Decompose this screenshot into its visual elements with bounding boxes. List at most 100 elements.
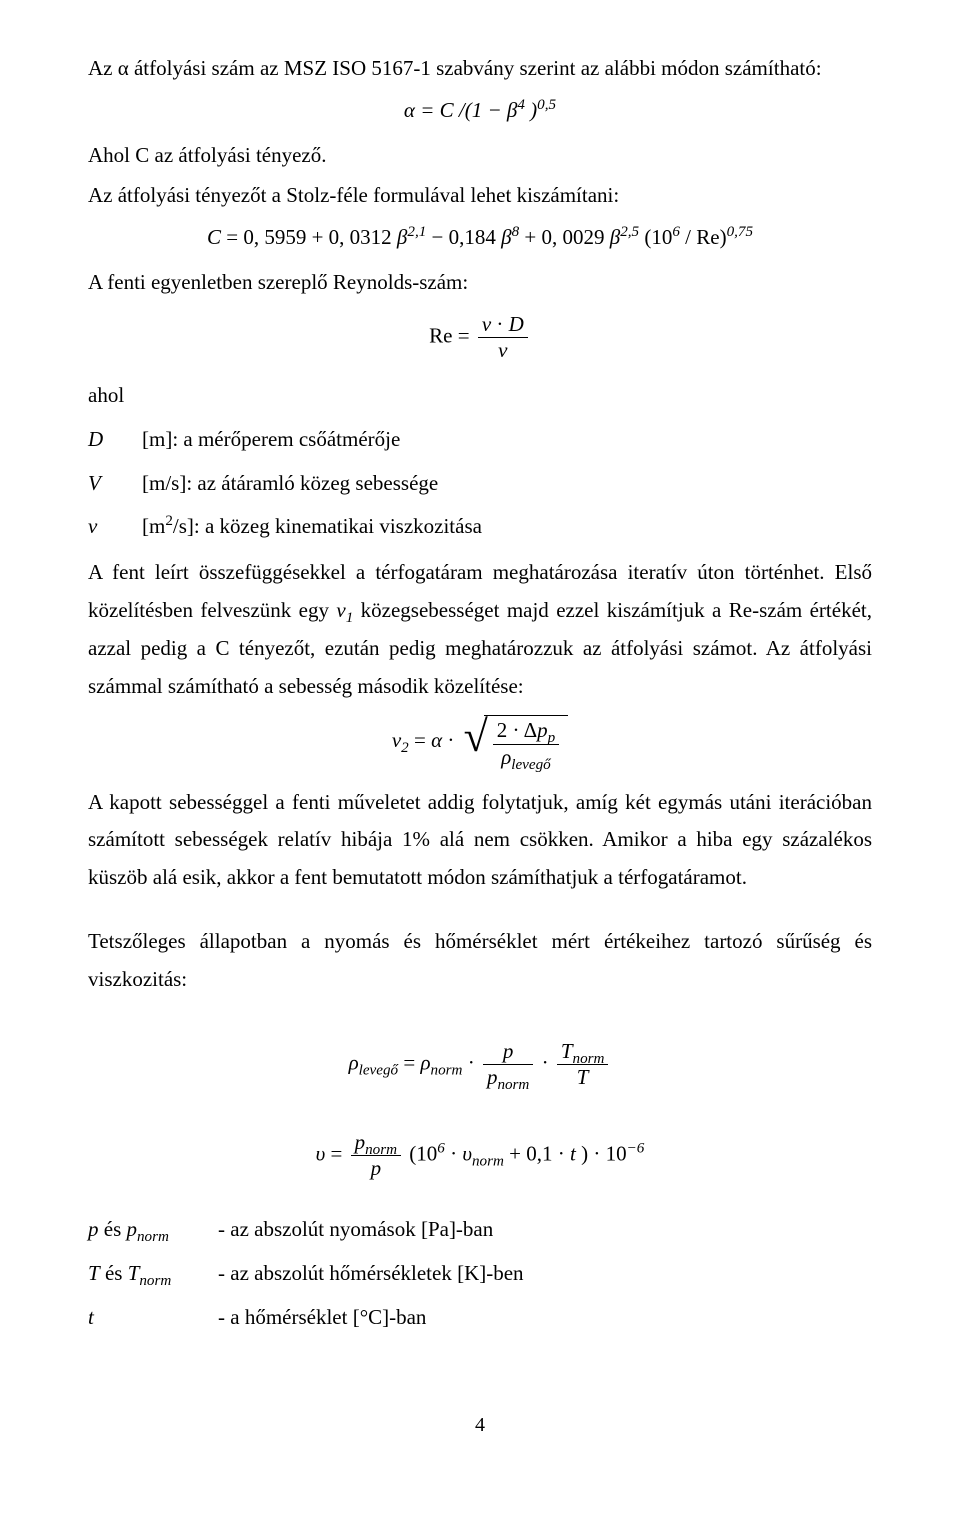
def-T-sym: T és Tnorm: [88, 1255, 218, 1293]
sym-v1-v: v: [336, 598, 345, 622]
ups-t: t: [570, 1142, 576, 1166]
var-D-symbol: D: [88, 421, 142, 459]
ups-sym: υ: [316, 1142, 326, 1166]
def-p: p és pnorm - az abszolút nyomások [Pa]-b…: [88, 1211, 872, 1249]
paragraph-iterative: A fent leírt összefüggésekkel a térfogat…: [88, 554, 872, 705]
var-row-V: V [m/s]: az átáramló közeg sebessége: [88, 465, 872, 503]
upsn-sym: υ: [462, 1142, 472, 1166]
exp-05: 0,5: [537, 97, 556, 113]
def-p-desc: - az abszolút nyomások [Pa]-ban: [218, 1211, 872, 1249]
sym-beta-1: β: [397, 225, 407, 249]
def-T-desc: - az abszolút hőmérsékletek [K]-ben: [218, 1255, 872, 1293]
page: Az α átfolyási szám az MSZ ISO 5167-1 sz…: [0, 0, 960, 1483]
def-T-Tn: T: [128, 1261, 140, 1285]
var-nu-symbol: ν: [88, 508, 142, 546]
re-den: ν: [478, 338, 528, 363]
dot: ·: [496, 312, 503, 336]
v2-num-2d: 2 · Δ: [497, 718, 537, 742]
rho-dot1: ·: [468, 1050, 480, 1074]
v2-dot: ·: [447, 728, 459, 752]
formula-rho: ρlevegő = ρnorm · p pnorm · Tnorm T: [88, 1039, 872, 1090]
rho-frac1-den: pnorm: [483, 1065, 533, 1090]
rho-eq: =: [403, 1050, 420, 1074]
var-V-symbol: V: [88, 465, 142, 503]
pn-sub: norm: [497, 1077, 529, 1093]
v2-frac: 2 · Δpp ρlevegő: [493, 718, 559, 769]
v2-sub: 2: [401, 741, 409, 757]
ups-e6: 6: [437, 1141, 445, 1157]
variable-list: D [m]: a mérőperem csőátmérője V [m/s]: …: [88, 421, 872, 546]
def-t: t - a hőmérséklet [°C]-ban: [88, 1299, 872, 1337]
sym-beta-2: β: [501, 225, 511, 249]
def-T-T: T: [88, 1261, 100, 1285]
ups-plus: + 0,1 ·: [509, 1142, 570, 1166]
ups-close: ) · 10: [581, 1142, 627, 1166]
paragraph-alpha-intro: Az α átfolyási szám az MSZ ISO 5167-1 sz…: [88, 50, 872, 88]
rho-frac2-num: Tnorm: [557, 1039, 609, 1065]
ups-open: (10: [409, 1142, 437, 1166]
exp-25: 2,5: [620, 224, 639, 240]
formula-reynolds: Re = v · D ν: [88, 312, 872, 363]
def-p-sym: p és pnorm: [88, 1211, 218, 1249]
formula-alpha: α = C /(1 − β4 )0,5: [88, 98, 872, 123]
exp-4: 4: [517, 97, 525, 113]
rho-frac1-num: p: [483, 1039, 533, 1065]
stolz-d: + 0, 0029: [524, 225, 604, 249]
T-sym: T: [557, 1065, 609, 1090]
def-T: T és Tnorm - az abszolút hőmérsékletek […: [88, 1255, 872, 1293]
exp-6: 6: [672, 224, 680, 240]
v2-alpha: α: [431, 728, 442, 752]
stolz-a: = 0, 5959 + 0, 0312: [226, 225, 391, 249]
ups-frac: pnorm p: [351, 1130, 401, 1181]
def-T-and: és: [100, 1261, 128, 1285]
var-row-D: D [m]: a mérőperem csőátmérője: [88, 421, 872, 459]
formula-v2: v2 = α · √ 2 · Δpp ρlevegő: [88, 715, 872, 769]
re-num: v · D: [478, 312, 528, 338]
ups-em6: −6: [627, 1141, 645, 1157]
paragraph-c-def: Ahol C az átfolyási tényező.: [88, 137, 872, 175]
re-frac: v · D ν: [478, 312, 528, 363]
paragraph-stolz: Az átfolyási tényezőt a Stolz-féle formu…: [88, 177, 872, 215]
nu-desc-sup: 2: [165, 513, 173, 529]
sym-D: D: [509, 312, 524, 336]
paragraph-state: Tetszőleges állapotban a nyomás és hőmér…: [88, 923, 872, 999]
re-label: Re =: [429, 323, 469, 347]
var-V-desc: [m/s]: az átáramló közeg sebessége: [142, 465, 872, 503]
rho-dot2: ·: [542, 1050, 554, 1074]
rhon-sym: ρ: [420, 1050, 430, 1074]
sym-beta: β: [507, 98, 517, 122]
v2-den-rho: ρ: [501, 745, 511, 769]
stolz-f: / Re): [685, 225, 726, 249]
v2-den: ρlevegő: [493, 745, 559, 770]
pn-sym: p: [487, 1065, 498, 1089]
stolz-e: (10: [644, 225, 672, 249]
def-p-pn: p: [127, 1217, 138, 1241]
def-p-pn-sub: norm: [137, 1230, 169, 1246]
ups-mid: ·: [450, 1142, 462, 1166]
v2-eq: =: [414, 728, 431, 752]
upsn-sub: norm: [472, 1154, 504, 1170]
var-nu-desc: [m2/s]: a közeg kinematikai viszkozitása: [142, 508, 872, 546]
sym-alpha: α: [404, 98, 415, 122]
def-p-and: és: [99, 1217, 127, 1241]
def-p-p: p: [88, 1217, 99, 1241]
rho-sym: ρ: [349, 1050, 359, 1074]
def-T-Tn-sub: norm: [139, 1273, 171, 1289]
v2-v: v: [392, 728, 401, 752]
sym-C2: C: [207, 225, 221, 249]
v2-den-sub: levegő: [511, 757, 550, 773]
v2-sqrt: √ 2 · Δpp ρlevegő: [464, 715, 569, 769]
exp-075: 0,75: [727, 224, 753, 240]
word-ahol: ahol: [88, 377, 872, 415]
rho-frac2: Tnorm T: [557, 1039, 609, 1090]
def-t-sym: t: [88, 1299, 218, 1337]
nu-desc-pre: [m: [142, 514, 165, 538]
formula-upsilon: υ = pnorm p (106 · υnorm + 0,1 · t ) · 1…: [88, 1130, 872, 1181]
ups-pn-sub: norm: [365, 1142, 397, 1158]
eq-sign: =: [420, 98, 439, 122]
ups-frac-num: pnorm: [351, 1130, 401, 1156]
paragraph-reynolds: A fenti egyenletben szereplő Reynolds-sz…: [88, 264, 872, 302]
exp-8: 8: [512, 224, 520, 240]
definitions: p és pnorm - az abszolút nyomások [Pa]-b…: [88, 1211, 872, 1336]
formula-stolz: C = 0, 5959 + 0, 0312 β2,1 − 0,184 β8 + …: [88, 225, 872, 250]
